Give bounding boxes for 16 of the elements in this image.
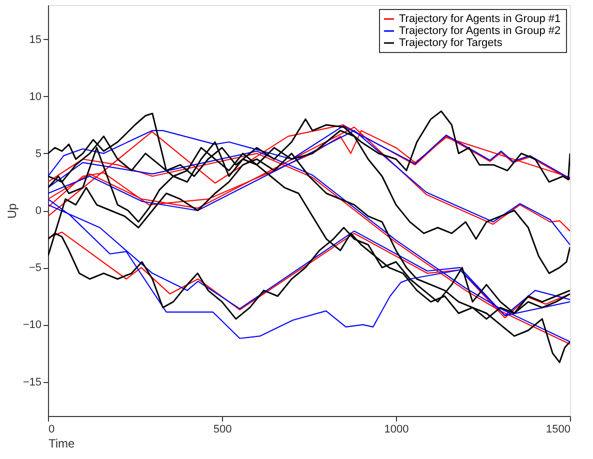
x-tick-label: 500 [213, 424, 232, 436]
y-tick-label: −15 [22, 376, 42, 388]
x-tick-label: 0 [48, 424, 55, 436]
legend-label: Trajectory for Agents in Group #1 [399, 13, 561, 25]
y-axis-title: Up [4, 203, 19, 219]
y-tick-label: 15 [29, 34, 42, 46]
x-axis-title: Time [48, 436, 76, 450]
y-tick-label: 10 [29, 90, 42, 103]
y-tick-label: −5 [28, 262, 42, 274]
y-tick-label: 0 [35, 205, 42, 217]
x-tick-label: 1500 [546, 424, 570, 436]
y-tick-label: −10 [22, 319, 42, 332]
legend-label: Trajectory for Agents in Group #2 [399, 25, 561, 37]
x-tick-label: 1000 [384, 424, 409, 436]
y-tick-label: 5 [35, 148, 42, 160]
legend-label: Trajectory for Targets [399, 37, 503, 49]
